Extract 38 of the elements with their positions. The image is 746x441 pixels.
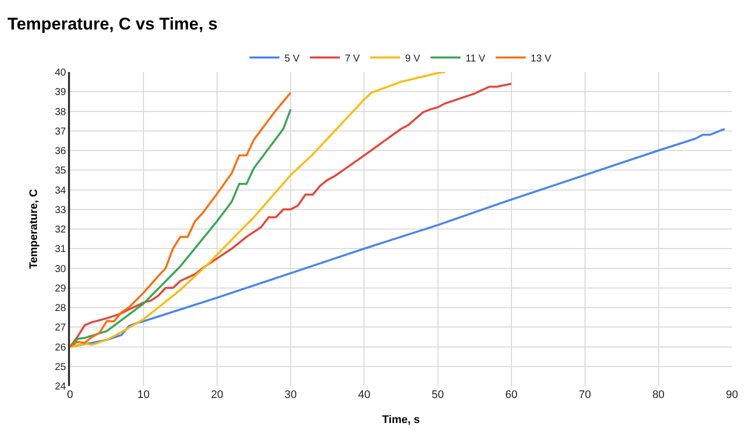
legend-label: 13 V xyxy=(530,53,552,64)
line-series xyxy=(70,72,446,348)
y-tick-label: 31 xyxy=(54,244,66,256)
y-tick-label: 35 xyxy=(54,166,66,177)
legend-label: 5 V xyxy=(284,53,300,64)
x-tick-label: 60 xyxy=(505,389,518,401)
y-axis-title: Temperature, C xyxy=(28,189,40,269)
y-tick-label: 37 xyxy=(54,126,66,138)
x-tick-label: 20 xyxy=(210,389,224,401)
x-tick-label: 50 xyxy=(432,389,444,401)
legend-label: 7 V xyxy=(344,53,360,64)
y-tick-label: 30 xyxy=(54,264,66,275)
y-tick-label: 32 xyxy=(54,224,66,236)
x-axis-title: Time, s xyxy=(382,414,420,426)
y-tick-label: 38 xyxy=(54,106,66,118)
x-tick-label: 0 xyxy=(66,389,74,401)
y-tick-label: 40 xyxy=(54,68,66,78)
line-series xyxy=(70,82,512,348)
y-tick-label: 28 xyxy=(54,303,66,314)
y-tick-label: 36 xyxy=(54,146,66,157)
line-series xyxy=(70,128,726,348)
y-tick-label: 34 xyxy=(54,185,66,196)
y-tick-label: 24 xyxy=(54,382,66,392)
x-tick-label: 90 xyxy=(726,389,738,401)
y-tick-label: 26 xyxy=(54,342,66,354)
chart-title: Temperature, C vs Time, s xyxy=(7,14,218,34)
legend-label: 9 V xyxy=(405,53,421,64)
y-tick-label: 33 xyxy=(54,204,66,216)
y-tick-label: 39 xyxy=(54,87,66,98)
x-tick-label: 10 xyxy=(137,389,150,401)
x-tick-label: 40 xyxy=(358,389,370,401)
x-tick-label: 70 xyxy=(578,389,592,401)
y-tick-label: 29 xyxy=(54,283,66,294)
x-tick-label: 30 xyxy=(284,389,297,401)
y-tick-label: 25 xyxy=(54,362,66,373)
y-tick-label: 27 xyxy=(54,322,66,334)
legend-label: 11 V xyxy=(466,53,486,64)
x-tick-label: 80 xyxy=(652,389,665,401)
